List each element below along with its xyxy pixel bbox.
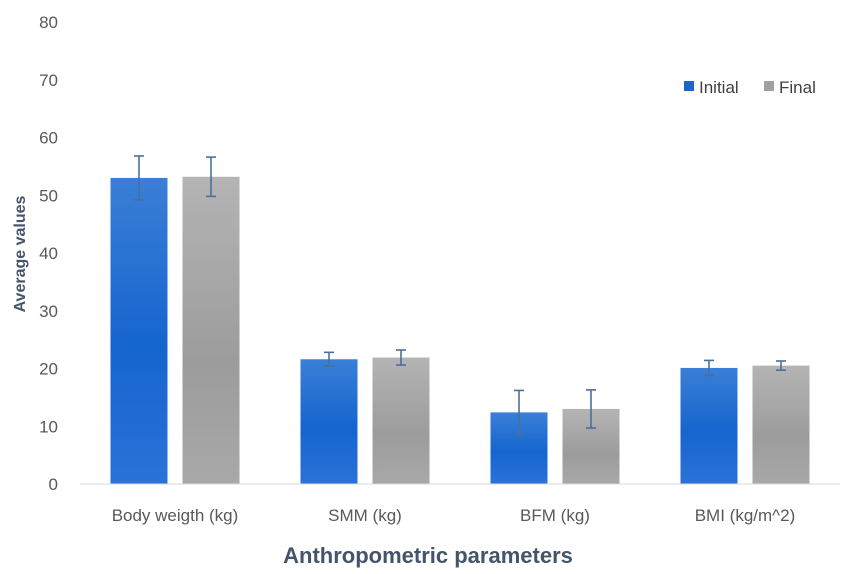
bar-initial — [110, 177, 168, 485]
error-bar — [324, 351, 334, 367]
error-bar — [206, 156, 216, 198]
legend-label: Final — [779, 78, 816, 97]
x-tick-label: SMM (kg) — [328, 506, 402, 525]
y-tick-label: 80 — [39, 13, 58, 32]
legend-item-initial: Initial — [684, 78, 739, 97]
y-axis-title: Average values — [12, 195, 29, 312]
y-axis-ticks: 0 10 20 30 40 50 60 70 80 — [39, 13, 58, 494]
x-axis-tick-labels: Body weigth (kg) SMM (kg) BFM (kg) BMI (kg/… — [112, 506, 796, 525]
error-bar — [776, 360, 786, 372]
error-bar — [396, 349, 406, 366]
bar-initial — [680, 367, 738, 484]
error-bar — [134, 155, 144, 201]
x-axis-title: Anthropometric parameters — [283, 543, 573, 568]
legend-swatch — [684, 81, 694, 91]
x-tick-label: BFM (kg) — [520, 506, 590, 525]
bars — [110, 176, 810, 485]
bar-final — [372, 357, 430, 484]
legend-label: Initial — [699, 78, 739, 97]
y-tick-label: 20 — [39, 360, 58, 379]
y-tick-label: 30 — [39, 302, 58, 321]
y-tick-label: 0 — [49, 475, 58, 494]
bar-final — [752, 365, 810, 484]
error-bar — [514, 389, 524, 436]
y-tick-label: 60 — [39, 129, 58, 148]
y-tick-label: 70 — [39, 71, 58, 90]
y-tick-label: 40 — [39, 244, 58, 263]
y-tick-label: 50 — [39, 186, 58, 205]
y-tick-label: 10 — [39, 417, 58, 436]
error-bars — [134, 155, 786, 436]
x-tick-label: BMI (kg/m^2) — [695, 506, 796, 525]
error-bar — [704, 359, 714, 377]
bar-initial — [300, 359, 358, 484]
legend: Initial Final — [684, 78, 816, 97]
x-tick-label: Body weigth (kg) — [112, 506, 239, 525]
error-bar — [586, 389, 596, 429]
legend-item-final: Final — [764, 78, 816, 97]
legend-swatch — [764, 81, 774, 91]
bar-final — [182, 176, 240, 484]
